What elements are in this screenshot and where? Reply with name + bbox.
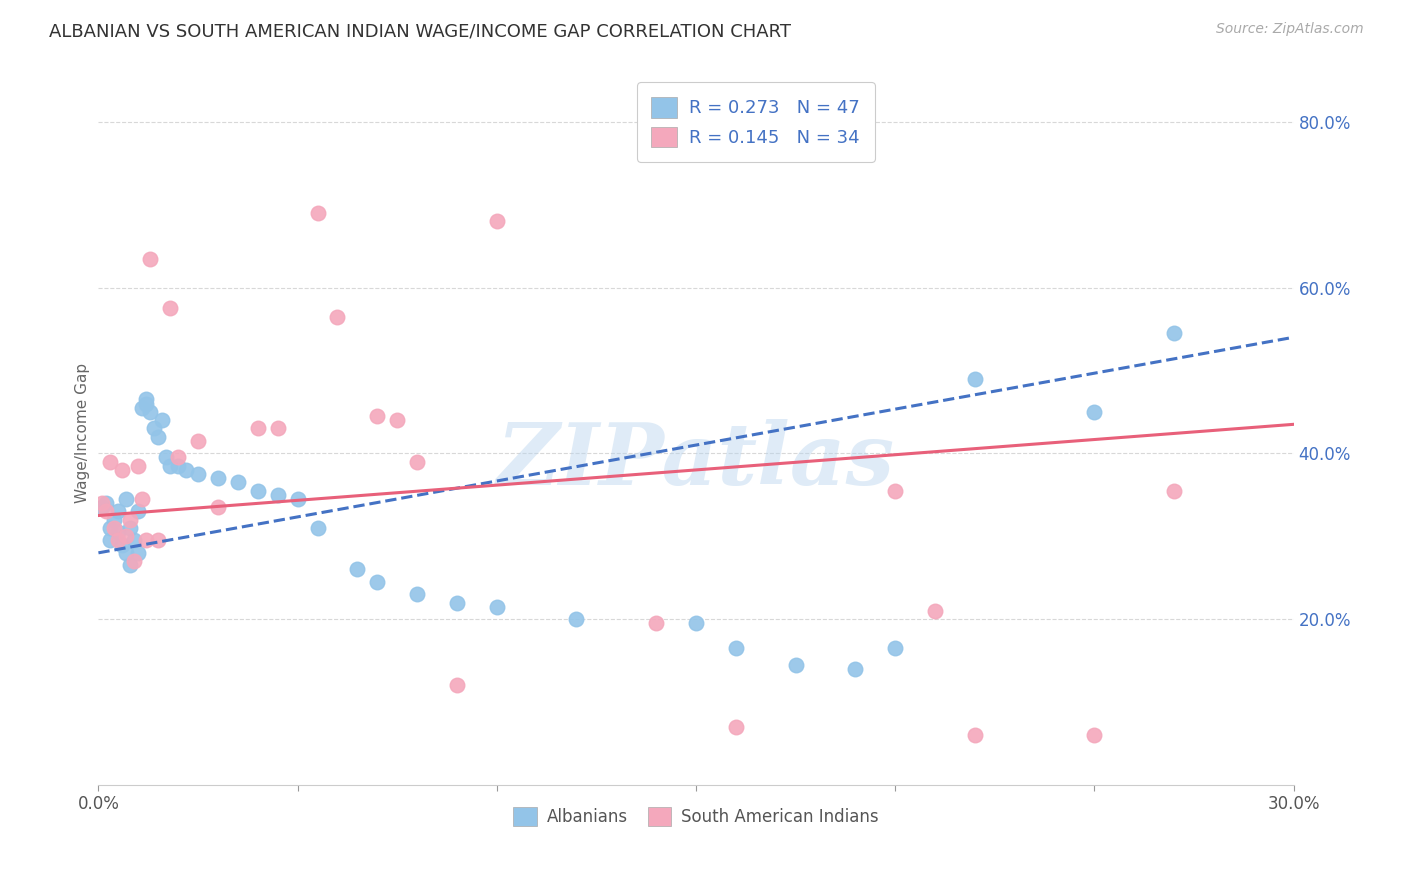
Point [96,504,118,518]
Point [287,491,309,506]
Point [346,562,368,576]
Point [246,421,269,435]
Point [127,458,149,473]
Point [91,500,114,515]
Point [446,596,468,610]
Point [135,392,157,407]
Point [406,587,429,601]
Point [307,521,329,535]
Point [150,413,173,427]
Point [924,604,946,618]
Point [135,396,157,410]
Point [207,500,229,515]
Point [115,491,138,506]
Point [884,641,907,656]
Point [187,467,209,481]
Point [111,463,134,477]
Point [963,372,986,386]
Point [148,533,170,548]
Point [884,483,907,498]
Point [159,301,181,316]
Point [111,537,134,551]
Text: ALBANIAN VS SOUTH AMERICAN INDIAN WAGE/INCOME GAP CORRELATION CHART: ALBANIAN VS SOUTH AMERICAN INDIAN WAGE/I… [49,22,792,40]
Point [167,450,190,465]
Point [91,496,114,510]
Point [326,310,349,324]
Point [246,483,269,498]
Point [143,421,166,435]
Point [724,641,747,656]
Point [385,413,409,427]
Point [98,521,122,535]
Point [267,488,290,502]
Point [124,554,146,568]
Point [724,720,747,734]
Point [167,458,190,473]
Point [107,533,129,548]
Point [98,455,122,469]
Point [131,491,153,506]
Point [139,405,162,419]
Point [103,521,125,535]
Point [96,496,118,510]
Point [366,409,388,423]
Point [124,533,146,548]
Point [115,529,138,543]
Point [1083,405,1105,419]
Point [115,546,138,560]
Point [226,475,249,490]
Point [103,513,125,527]
Point [406,455,429,469]
Point [120,513,142,527]
Point [1163,326,1185,340]
Point [645,616,668,631]
Point [685,616,707,631]
Point [187,434,209,448]
Point [139,252,162,266]
Point [565,612,588,626]
Point [159,458,181,473]
Point [135,533,157,548]
Point [1163,483,1185,498]
Point [127,504,149,518]
Point [131,401,153,415]
Point [366,574,388,589]
Point [1083,728,1105,742]
Legend: Albanians, South American Indians: Albanians, South American Indians [506,800,886,833]
Point [963,728,986,742]
Point [107,504,129,518]
Y-axis label: Wage/Income Gap: Wage/Income Gap [75,362,90,503]
Point [148,430,170,444]
Point [107,525,129,540]
Point [485,599,508,614]
Point [844,662,866,676]
Point [785,657,807,672]
Point [155,450,177,465]
Point [174,463,197,477]
Point [127,546,149,560]
Point [98,533,122,548]
Point [120,521,142,535]
Text: ZIPatlas: ZIPatlas [496,419,896,502]
Point [485,214,508,228]
Point [120,558,142,573]
Point [267,421,290,435]
Point [207,471,229,485]
Point [446,678,468,692]
Point [307,206,329,220]
Text: Source: ZipAtlas.com: Source: ZipAtlas.com [1216,22,1364,37]
